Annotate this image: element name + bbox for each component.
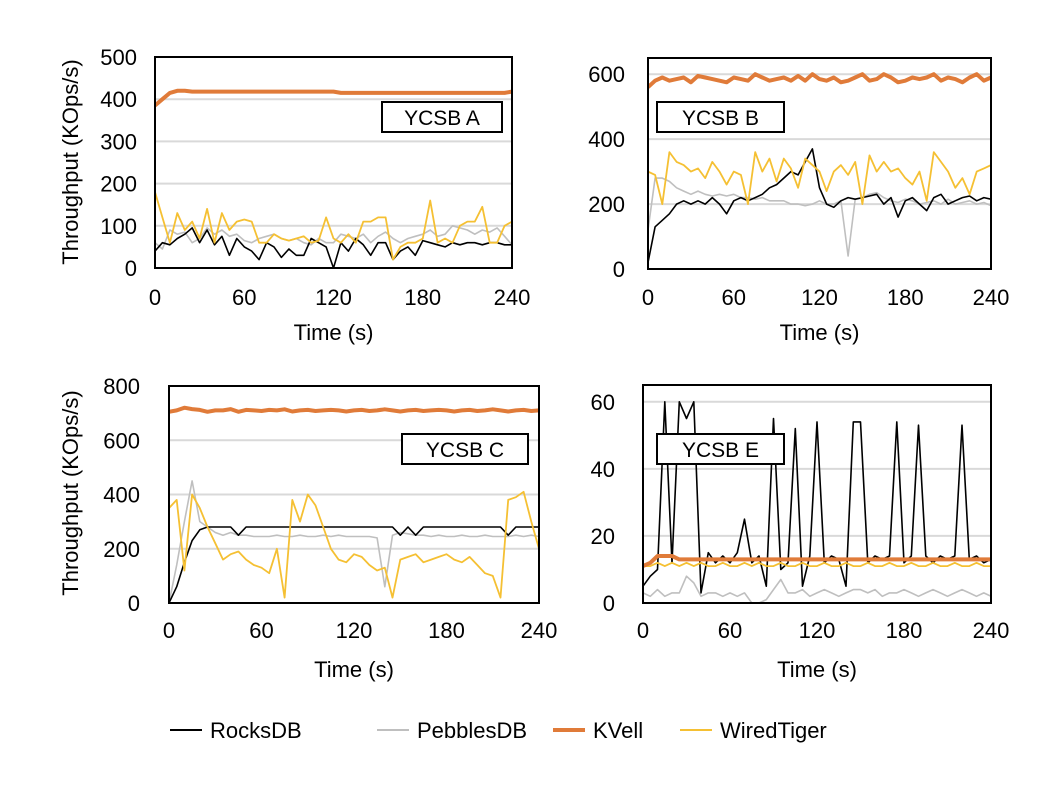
y-tick-label: 400 bbox=[588, 127, 625, 152]
legend-item-rocksdb: RocksDB bbox=[170, 718, 302, 743]
y-tick-label: 800 bbox=[103, 374, 140, 399]
x-tick-label: 0 bbox=[149, 285, 161, 310]
y-tick-label: 200 bbox=[588, 192, 625, 217]
legend-item-kvell: KVell bbox=[553, 718, 643, 743]
y-tick-label: 0 bbox=[613, 257, 625, 282]
y-axis-label: Throughput (KOps/s) bbox=[58, 390, 83, 595]
plot-frame bbox=[154, 56, 513, 269]
panel-ycsb-c: 0 200 400 600 800 YCSB C 0 60 120 180 240 Time (s) T… bbox=[58, 374, 557, 682]
series-line-pebblesdb bbox=[648, 177, 991, 257]
series-line-wiredtiger bbox=[643, 561, 991, 567]
series-line-rocksdb bbox=[648, 148, 991, 263]
x-tick-label: 120 bbox=[799, 618, 836, 643]
series-line-wiredtiger bbox=[155, 191, 512, 261]
x-tick-label: 240 bbox=[973, 618, 1010, 643]
y-tick-label: 20 bbox=[591, 524, 615, 549]
x-tick-label: 120 bbox=[315, 285, 352, 310]
x-axis-label: Time (s) bbox=[314, 657, 394, 682]
x-axis-label: Time (s) bbox=[780, 320, 860, 345]
x-tick-label: 240 bbox=[973, 285, 1010, 310]
legend-label: KVell bbox=[593, 718, 643, 743]
y-tick-label: 0 bbox=[128, 591, 140, 616]
title-box bbox=[401, 433, 529, 465]
x-tick-label: 240 bbox=[521, 618, 558, 643]
x-tick-label: 60 bbox=[722, 285, 746, 310]
title-box bbox=[381, 101, 503, 133]
series-line-rocksdb bbox=[155, 227, 512, 268]
title-box bbox=[656, 101, 785, 133]
legend: RocksDB PebblesDB KVell WiredTiger bbox=[170, 718, 827, 743]
y-tick-label: 0 bbox=[125, 256, 137, 281]
x-tick-label: 240 bbox=[494, 285, 531, 310]
panel-ycsb-b: 0 200 400 600 YCSB B 0 60 120 180 240 Time (s) bbox=[588, 57, 1010, 345]
legend-label: WiredTiger bbox=[720, 718, 827, 743]
series-line-pebblesdb bbox=[643, 575, 991, 603]
series-line-kvell bbox=[643, 554, 991, 568]
x-tick-label: 180 bbox=[404, 285, 441, 310]
x-tick-label: 60 bbox=[249, 618, 273, 643]
series-line-rocksdb bbox=[643, 400, 991, 594]
y-tick-label: 600 bbox=[103, 428, 140, 453]
y-tick-label: 200 bbox=[103, 537, 140, 562]
y-tick-label: 40 bbox=[591, 457, 615, 482]
x-axis-label: Time (s) bbox=[294, 320, 374, 345]
legend-item-pebblesdb: PebblesDB bbox=[377, 718, 527, 743]
y-tick-label: 60 bbox=[591, 390, 615, 415]
y-tick-label: 0 bbox=[603, 591, 615, 616]
y-tick-label: 500 bbox=[100, 45, 137, 70]
title-box bbox=[656, 433, 785, 465]
panel-ycsb-e: 0 20 40 60 YCSB E 0 60 120 180 240 Time (s) bbox=[591, 384, 1010, 682]
x-tick-label: 60 bbox=[718, 618, 742, 643]
x-tick-label: 180 bbox=[887, 285, 924, 310]
panel-ycsb-a: 0 100 200 300 400 500 YCSB A 0 60 120 180 240 Time (… bbox=[58, 45, 530, 345]
y-tick-label: 600 bbox=[588, 62, 625, 87]
y-axis-label: Throughput (KOps/s) bbox=[58, 59, 83, 264]
series-line-kvell bbox=[169, 405, 539, 414]
plot-frame bbox=[168, 385, 540, 604]
series-line-rocksdb bbox=[169, 526, 539, 603]
y-tick-label: 100 bbox=[100, 214, 137, 239]
x-tick-label: 120 bbox=[801, 285, 838, 310]
plot-frame bbox=[647, 57, 992, 270]
plot-frame bbox=[642, 384, 992, 604]
y-tick-label: 400 bbox=[100, 87, 137, 112]
chart-title: YCSB B bbox=[682, 107, 759, 130]
x-axis-label: Time (s) bbox=[777, 657, 857, 682]
legend-label: PebblesDB bbox=[417, 718, 527, 743]
x-tick-label: 180 bbox=[428, 618, 465, 643]
y-tick-label: 200 bbox=[100, 172, 137, 197]
series-line-kvell bbox=[155, 88, 512, 108]
series-line-wiredtiger bbox=[648, 151, 991, 206]
chart-title: YCSB A bbox=[404, 107, 480, 130]
y-tick-label: 400 bbox=[103, 483, 140, 508]
y-tick-label: 300 bbox=[100, 129, 137, 154]
x-tick-label: 0 bbox=[637, 618, 649, 643]
series-line-pebblesdb bbox=[169, 480, 539, 603]
legend-label: RocksDB bbox=[210, 718, 302, 743]
series-line-pebblesdb bbox=[155, 225, 512, 250]
x-tick-label: 0 bbox=[163, 618, 175, 643]
x-tick-label: 180 bbox=[886, 618, 923, 643]
x-tick-label: 60 bbox=[232, 285, 256, 310]
chart-title: YCSB E bbox=[682, 439, 759, 462]
chart-title: YCSB C bbox=[426, 439, 504, 462]
series-line-kvell bbox=[648, 72, 991, 89]
x-tick-label: 0 bbox=[642, 285, 654, 310]
series-line-wiredtiger bbox=[169, 490, 539, 599]
legend-item-wiredtiger: WiredTiger bbox=[680, 718, 827, 743]
x-tick-label: 120 bbox=[336, 618, 373, 643]
